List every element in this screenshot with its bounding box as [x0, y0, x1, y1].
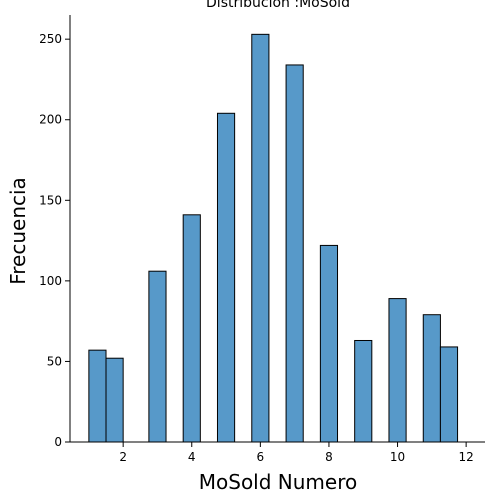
x-tick-label: 4	[188, 450, 196, 464]
bars-group	[88, 33, 459, 443]
y-tick-label: 100	[39, 274, 62, 288]
histogram-bar	[388, 298, 407, 443]
x-tick-label: 2	[119, 450, 127, 464]
histogram-bar	[105, 357, 124, 443]
y-tick-label: 150	[39, 193, 62, 207]
y-tick-label: 200	[39, 113, 62, 127]
histogram-bar	[148, 270, 167, 443]
histogram-bar	[422, 314, 441, 443]
x-tick-label: 8	[325, 450, 333, 464]
y-ticks-group: 0 50 100 150 200 250	[39, 32, 70, 449]
y-tick-label: 50	[47, 354, 62, 368]
histogram-bar	[354, 339, 373, 443]
y-axis-title: Frecuencia	[6, 177, 30, 285]
chart-title: Distribución :MoSold	[206, 0, 350, 11]
y-tick-label: 0	[54, 435, 62, 449]
x-axis-title: MoSold Numero	[199, 470, 357, 494]
histogram-bar	[216, 112, 236, 443]
histogram-bar	[319, 244, 339, 443]
x-tick-label: 10	[390, 450, 405, 464]
histogram-bar	[182, 214, 201, 443]
histogram-bar	[88, 349, 107, 443]
histogram-bar	[251, 33, 270, 443]
y-tick-label: 250	[39, 32, 62, 46]
histogram-bar	[439, 346, 459, 443]
x-tick-label: 12	[458, 450, 473, 464]
histogram-bar	[285, 64, 304, 443]
x-ticks-group: 2 4 6 8 10 12	[119, 442, 474, 464]
x-tick-label: 6	[257, 450, 265, 464]
